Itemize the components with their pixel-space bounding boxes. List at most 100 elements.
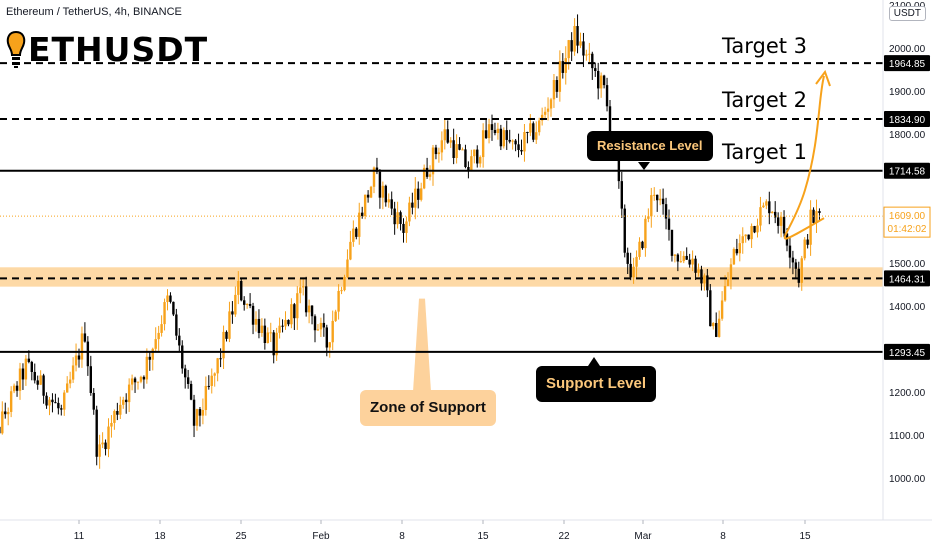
- candle-body: [9, 391, 13, 412]
- candle-body: [219, 358, 222, 360]
- candle-body: [785, 233, 789, 246]
- candle-body: [782, 216, 786, 234]
- candle-body: [101, 442, 104, 445]
- candle-body: [694, 258, 697, 273]
- levels-layer: [0, 62, 883, 353]
- candle-body: [535, 132, 538, 140]
- y-tick-label: 1500.00: [889, 259, 926, 270]
- level-price-tag: [884, 270, 930, 287]
- candle-body: [166, 295, 169, 303]
- candle-body: [484, 130, 488, 139]
- candle-body: [797, 268, 800, 283]
- candle-body: [706, 275, 709, 291]
- candle-body: [98, 444, 101, 457]
- candle-body: [774, 211, 777, 218]
- candle-body: [319, 322, 323, 330]
- candle-body: [431, 147, 435, 175]
- support-zone-layer: [0, 162, 883, 392]
- projection-arrow: [783, 75, 825, 240]
- candle-body: [635, 256, 638, 267]
- candle-body: [119, 404, 122, 415]
- candle-body: [417, 188, 420, 200]
- candle-body: [809, 209, 812, 245]
- level-price-tag-label: 1834.90: [889, 115, 926, 126]
- y-tick-label: 1200.00: [889, 388, 926, 399]
- x-tick-label: 22: [558, 531, 570, 542]
- candle-body: [334, 311, 337, 321]
- candle-body: [667, 218, 671, 230]
- candle-body: [21, 368, 25, 380]
- level-price-tag: [884, 55, 930, 72]
- candle-body: [110, 422, 113, 427]
- candle-body: [629, 263, 632, 278]
- candle-body: [768, 201, 771, 214]
- candle-body: [815, 211, 818, 223]
- candle-body: [181, 345, 184, 369]
- candle-body: [80, 333, 84, 360]
- candle-body: [818, 211, 821, 213]
- candle-body: [411, 202, 414, 208]
- candle-body: [358, 212, 361, 237]
- candle-body: [316, 329, 320, 331]
- candle-body: [57, 402, 60, 409]
- candle-body: [204, 385, 208, 411]
- target-1-label: Target 1: [722, 140, 808, 164]
- candle-body: [523, 131, 526, 152]
- candle-body: [744, 234, 747, 237]
- candle-body: [464, 149, 467, 168]
- candle-body: [703, 275, 706, 284]
- candle-body: [74, 355, 78, 366]
- candle-body: [240, 281, 243, 301]
- candle-body: [440, 140, 444, 153]
- x-tick-label: 8: [720, 531, 726, 542]
- candle-body: [803, 239, 806, 259]
- candle-body: [632, 266, 635, 278]
- support-callout-pointer: [588, 357, 600, 366]
- candle-body: [68, 379, 72, 384]
- candle-body: [393, 208, 396, 225]
- symbol-title: Ethereum / TetherUS, 4h, BINANCE: [6, 6, 182, 18]
- level-price-tag-label: 1714.58: [889, 167, 926, 178]
- candle-body: [384, 185, 387, 203]
- candle-body: [623, 208, 626, 253]
- candle-body: [653, 194, 656, 196]
- candle-body: [729, 264, 733, 280]
- candle-body: [732, 249, 736, 265]
- candle-body: [45, 395, 48, 406]
- level-price-tag: [884, 343, 930, 360]
- candle-body: [682, 255, 685, 262]
- y-tick-label: 1000.00: [889, 474, 926, 485]
- resistance-callout-pointer: [638, 162, 650, 170]
- candle-body: [599, 75, 603, 89]
- candle-body: [765, 201, 768, 206]
- candle-body: [186, 377, 190, 384]
- candle-body: [479, 157, 482, 164]
- candle-body: [428, 174, 432, 177]
- candle-body: [443, 129, 446, 141]
- candle-body: [490, 124, 494, 130]
- candle-body: [688, 259, 691, 265]
- candle-body: [493, 129, 497, 134]
- candle-body: [107, 426, 110, 450]
- candle-body: [375, 167, 379, 172]
- candle-body: [390, 199, 393, 209]
- level-price-tag-label: 1964.85: [889, 59, 926, 70]
- candle-body: [154, 339, 157, 349]
- candle-body: [608, 106, 612, 136]
- candle-body: [234, 294, 237, 315]
- candle-body: [434, 147, 438, 155]
- candle-body: [570, 40, 573, 52]
- candle-body: [145, 356, 149, 380]
- candle-body: [543, 111, 547, 115]
- candle-body: [473, 149, 476, 157]
- candle-body: [299, 287, 302, 294]
- candle-body: [125, 399, 128, 403]
- candle-body: [48, 399, 51, 406]
- candle-body: [720, 300, 724, 319]
- candle-body: [741, 236, 744, 244]
- candle-body: [231, 311, 234, 315]
- currency-button[interactable]: USDT: [888, 6, 926, 21]
- candle-body: [346, 259, 349, 277]
- candle-body: [697, 269, 700, 273]
